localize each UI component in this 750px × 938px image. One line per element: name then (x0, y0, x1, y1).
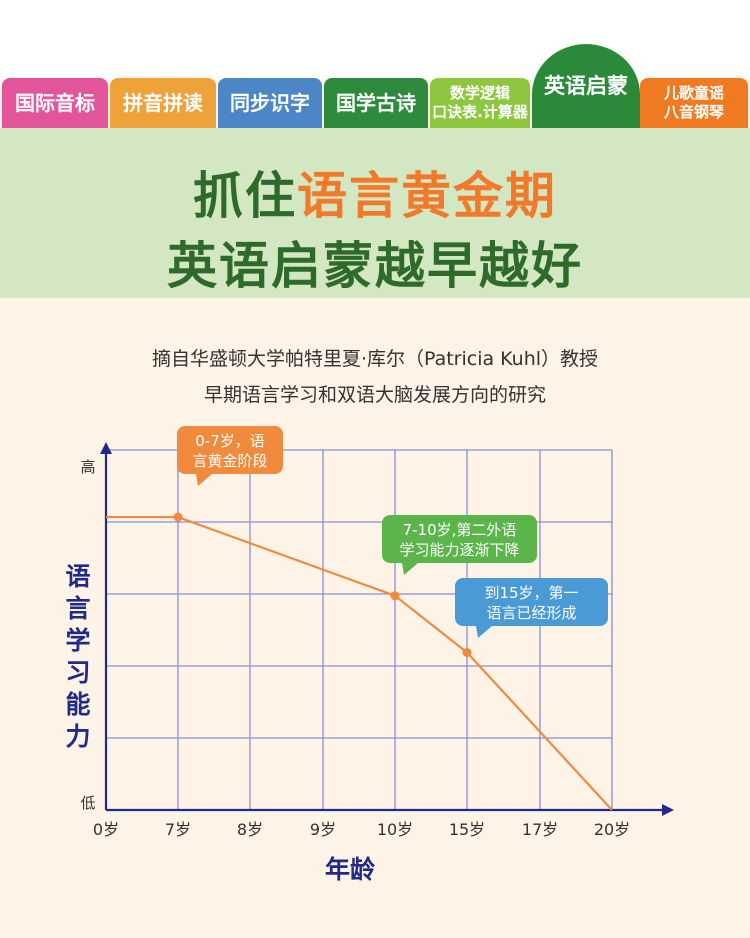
x-tick-label: 10岁 (377, 820, 413, 839)
tab-label: 口诀表.计算器 (432, 103, 528, 121)
hero-headline-highlight: 语言黄金期 (297, 167, 557, 225)
tab-5[interactable]: 英语启蒙 (532, 44, 640, 128)
tab-label: 国际音标 (15, 90, 95, 115)
annotation-tail (196, 474, 212, 486)
annotation-text: 学习能力逐渐下降 (399, 541, 519, 559)
source-line-1: 摘自华盛顿大学帕特里夏·库尔（Patricia Kuhl）教授 (151, 348, 599, 370)
annotation-box (177, 426, 283, 474)
hero-headline-1: 抓住语言黄金期 (0, 156, 750, 228)
annotation-tail (402, 563, 418, 575)
data-point (390, 591, 400, 601)
x-tick-label: 7岁 (165, 820, 191, 839)
x-tick-label: 0岁 (93, 820, 119, 839)
y-axis-arrow (100, 442, 112, 454)
x-tick-label: 9岁 (310, 820, 336, 839)
tab-label: 国学古诗 (336, 90, 416, 115)
y-tick-low: 低 (80, 794, 95, 812)
x-tick-label: 8岁 (237, 820, 263, 839)
y-axis-label-char: 习 (65, 658, 90, 687)
x-tick-label: 20岁 (594, 820, 630, 839)
tab-label: 英语启蒙 (544, 73, 628, 98)
tab-1[interactable]: 拼音拼读 (110, 78, 216, 128)
series-line (106, 515, 613, 811)
tab-4[interactable]: 数学逻辑 口诀表.计算器 (430, 78, 530, 128)
x-axis-label: 年龄 (325, 855, 376, 884)
tab-6[interactable]: 儿歌童谣 八音钢琴 (640, 78, 748, 128)
annotation-box (382, 515, 537, 563)
hero-banner: 抓住语言黄金期 英语启蒙越早越好 (0, 128, 750, 298)
tab-label: 儿歌童谣 (663, 84, 724, 102)
tab-3[interactable]: 国学古诗 (324, 78, 428, 128)
tab-label: 拼音拼读 (123, 90, 203, 115)
annotation-text: 语言已经形成 (486, 604, 576, 622)
annotation-text: 7-10岁,第二外语 (403, 521, 517, 539)
annotation-box (455, 578, 608, 626)
data-point (173, 512, 183, 522)
top-white-band (0, 0, 750, 80)
annotation-text: 言黄金阶段 (192, 452, 267, 470)
y-tick-high: 高 (80, 458, 95, 476)
annotation-text: 0-7岁，语 (195, 432, 265, 450)
annotation-text: 到15岁，第一 (484, 584, 578, 602)
tab-2[interactable]: 同步识字 (218, 78, 322, 128)
y-axis-label-char: 言 (65, 594, 90, 623)
x-axis-arrow (662, 804, 674, 816)
hero-headline-2: 英语启蒙越早越好 (167, 237, 583, 295)
tab-label: 数学逻辑 (449, 84, 510, 102)
tab-0[interactable]: 国际音标 (2, 78, 108, 128)
annotation-tail (476, 626, 492, 638)
tab-label: 同步识字 (230, 90, 310, 115)
tab-label: 八音钢琴 (663, 103, 724, 121)
y-axis-label-char: 力 (65, 722, 90, 751)
hero-headline-prefix: 抓住 (193, 167, 297, 225)
x-tick-label: 17岁 (522, 820, 558, 839)
y-axis-label-char: 语 (65, 562, 90, 591)
y-axis-label-char: 能 (65, 690, 90, 719)
data-point (462, 648, 472, 657)
category-tabs: 国际音标 拼音拼读 同步识字 国学古诗 数学逻辑 口诀表.计算器 英语启蒙 儿歌童谣 八音钢琴 (0, 44, 750, 130)
y-axis-label-char: 学 (65, 626, 90, 655)
x-tick-label: 15岁 (449, 820, 485, 839)
source-line-2: 早期语言学习和双语大脑发展方向的研究 (203, 384, 546, 406)
